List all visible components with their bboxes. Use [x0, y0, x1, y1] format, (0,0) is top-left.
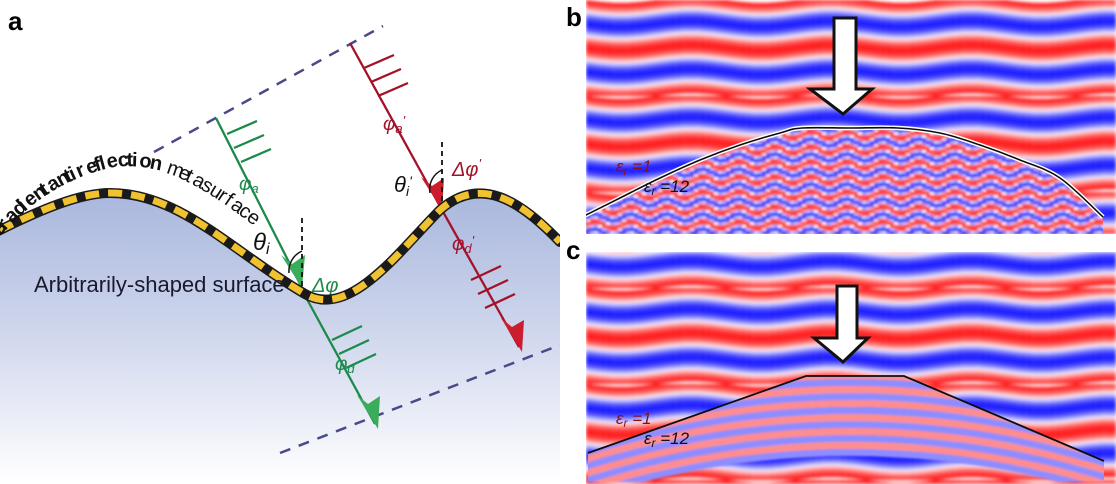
svg-text:θi: θi	[253, 229, 270, 258]
svg-text:εr =1: εr =1	[616, 409, 652, 430]
svg-text:i: i	[132, 149, 138, 171]
svg-text:Δφ': Δφ'	[451, 156, 481, 181]
svg-text:εr =1: εr =1	[616, 157, 652, 178]
svg-text:φa': φa'	[383, 113, 406, 136]
svg-text:εr =12: εr =12	[644, 429, 690, 450]
svg-text:θi': θi'	[394, 172, 413, 199]
svg-text:φd': φd'	[452, 233, 475, 256]
svg-text:εr =12: εr =12	[644, 177, 690, 198]
svg-text:φa: φa	[239, 174, 259, 196]
